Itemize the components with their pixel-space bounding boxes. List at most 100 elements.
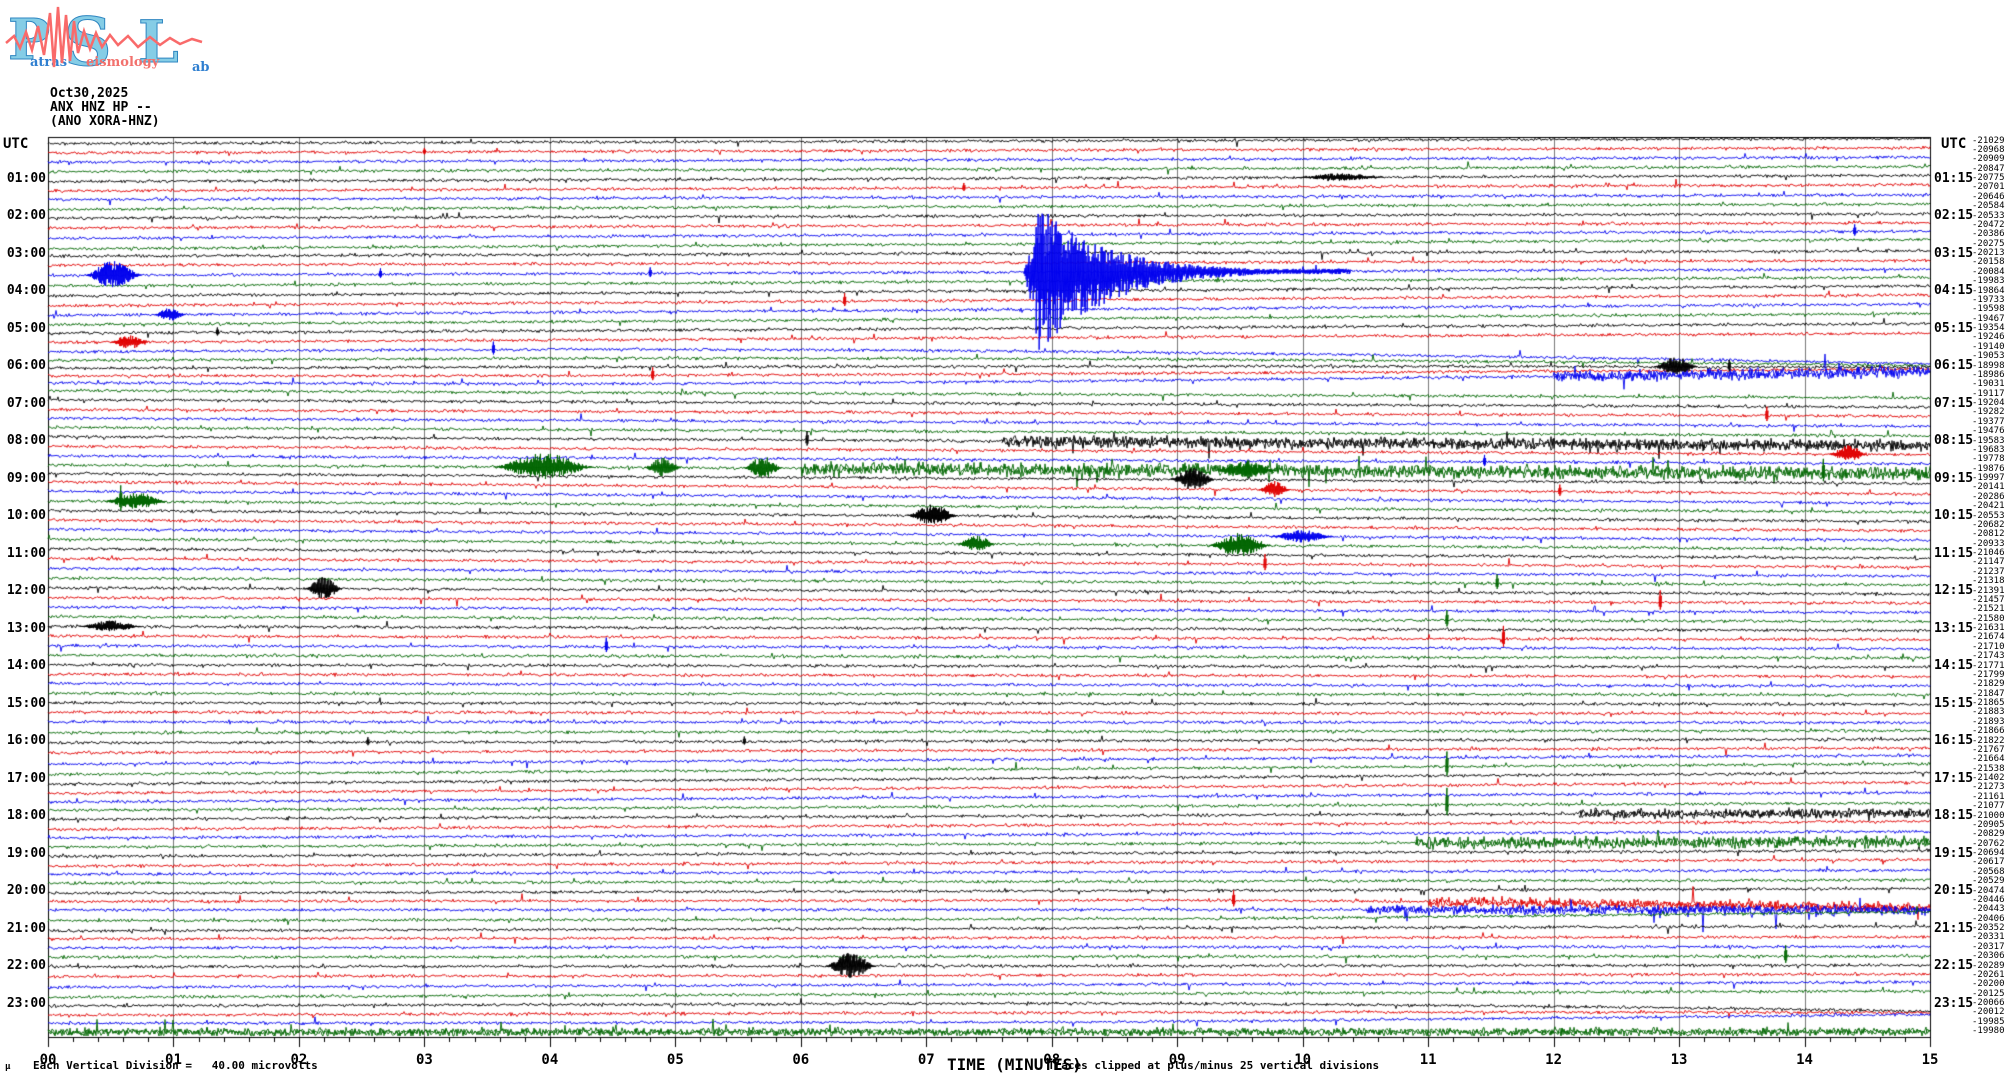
trace-offset-value: -21521 xyxy=(1972,604,2005,615)
trace-offset-value: -20553 xyxy=(1972,510,2005,521)
x-tick-label: 03 xyxy=(415,1052,433,1068)
hour-label-left: 12:00 xyxy=(6,583,46,598)
hour-label-left: 20:00 xyxy=(6,883,46,898)
hour-label-left: 18:00 xyxy=(6,808,46,823)
trace-offset-value: -19031 xyxy=(1972,379,2005,390)
trace-offset-value: -20421 xyxy=(1972,501,2005,512)
trace-offset-value: -20286 xyxy=(1972,491,2005,502)
trace-offset-value: -19683 xyxy=(1972,444,2005,455)
trace-offset-value: -21866 xyxy=(1972,726,2005,737)
x-tick-label: 01 xyxy=(165,1052,182,1068)
trace-offset-value: -20968 xyxy=(1972,144,2005,155)
logo-word-ab: ab xyxy=(192,60,210,75)
trace-offset-value: -21580 xyxy=(1972,613,2005,624)
hour-label-left: 13:00 xyxy=(6,620,46,636)
clip-note: Traces clipped at plus/minus 25 vertical… xyxy=(1048,1059,1380,1072)
hour-label-left: 01:00 xyxy=(6,170,46,186)
hour-label-left: 23:00 xyxy=(6,995,46,1011)
trace-offset-value: -21710 xyxy=(1972,641,2005,652)
hour-label-right: 22:15 xyxy=(1934,958,1974,973)
trace-offset-value: -20847 xyxy=(1972,163,2005,174)
trace-offset-value: -20141 xyxy=(1972,482,2005,493)
trace-offset-value: -21457 xyxy=(1972,594,2005,605)
hour-label-left: 03:00 xyxy=(6,245,46,261)
hour-label-right: 01:15 xyxy=(1934,170,1974,186)
trace-offset-value: -21147 xyxy=(1972,557,2005,568)
trace-offset-value: -20701 xyxy=(1972,182,2005,193)
hour-label-right: 08:15 xyxy=(1934,433,1974,448)
x-tick-label: 15 xyxy=(1921,1052,1939,1068)
hour-label-left: 16:00 xyxy=(6,733,46,748)
hour-label-left: 21:00 xyxy=(6,920,46,936)
trace-offset-value: -20694 xyxy=(1972,848,2005,858)
trace-offset-value: -20317 xyxy=(1972,941,2005,952)
trace-offset-value: -20084 xyxy=(1972,266,2005,277)
trace-offset-value: -20529 xyxy=(1972,876,2005,887)
trace-offset-value: -20200 xyxy=(1972,979,2005,990)
trace-offset-value: -20568 xyxy=(1972,866,2005,877)
hour-label-left: 06:00 xyxy=(6,358,46,373)
trace-offset-value: -19282 xyxy=(1972,407,2005,418)
trace-offset-value: -20905 xyxy=(1972,819,2005,830)
hour-label-right: 11:15 xyxy=(1934,545,1974,561)
trace-offset-value: -19467 xyxy=(1972,313,2005,324)
trace-offset-value: -19985 xyxy=(1972,1016,2005,1027)
trace-offset-value: -20762 xyxy=(1972,838,2005,849)
hour-label-left: 09:00 xyxy=(6,470,46,486)
trace-offset-value: -18998 xyxy=(1972,360,2005,371)
x-tick-label: 00 xyxy=(39,1052,57,1068)
trace-offset-value: -20289 xyxy=(1972,960,2005,971)
hour-label-right: 18:15 xyxy=(1934,808,1974,823)
trace-offset-value: -19377 xyxy=(1972,416,2005,427)
trace-offset-value: -21000 xyxy=(1972,810,2005,821)
trace-offset-value: -20012 xyxy=(1972,1007,2005,1018)
trace-offset-value: -20275 xyxy=(1972,238,2005,249)
trace-offset-value: -20646 xyxy=(1972,191,2005,202)
trace-offset-value: -19053 xyxy=(1972,351,2005,362)
trace-offset-value: -21822 xyxy=(1972,735,2005,746)
hour-label-left: 10:00 xyxy=(6,508,46,523)
mu-glyph: µ xyxy=(5,1062,11,1072)
trace-offset-value: -20158 xyxy=(1972,257,2005,268)
trace-offset-value: -21664 xyxy=(1972,754,2005,765)
hour-label-left: 02:00 xyxy=(6,208,46,223)
trace-offset-value: -20306 xyxy=(1972,951,2005,962)
trace-offset-value: -19733 xyxy=(1972,294,2005,305)
trace-offset-value: -21631 xyxy=(1972,623,2005,633)
hour-label-right: 10:15 xyxy=(1934,508,1974,523)
trace-offset-value: -19140 xyxy=(1972,341,2005,352)
trace-offset-value: -20443 xyxy=(1972,904,2005,915)
trace-offset-value: -21402 xyxy=(1972,773,2005,783)
trace-offset-value: -20474 xyxy=(1972,885,2005,896)
hour-label-left: 17:00 xyxy=(6,770,46,786)
trace-offset-value: -20682 xyxy=(1972,519,2005,530)
trace-offset-value: -20584 xyxy=(1972,201,2005,212)
x-tick-label: 09 xyxy=(1168,1052,1186,1068)
x-axis-title: TIME (MINUTES) xyxy=(947,1055,1082,1074)
hour-label-right: 04:15 xyxy=(1934,283,1974,298)
trace-offset-value: -20829 xyxy=(1972,829,2005,840)
trace-offset-value: -21883 xyxy=(1972,707,2005,718)
header-station-alt: (ANO XORA-HNZ) xyxy=(50,114,160,129)
trace-offset-value: -20331 xyxy=(1972,932,2005,943)
trace-offset-value: -20909 xyxy=(1972,154,2005,165)
trace-offset-value: -19476 xyxy=(1972,426,2005,437)
trace-offset-value: -21829 xyxy=(1972,679,2005,690)
trace-offset-value: -21767 xyxy=(1972,744,2005,755)
trace-offset-value: -21029 xyxy=(1972,135,2005,146)
trace-offset-value: -21865 xyxy=(1972,698,2005,708)
hour-label-right: 05:15 xyxy=(1934,320,1974,336)
hour-label-left: 08:00 xyxy=(6,433,46,448)
trace-offset-value: -21538 xyxy=(1972,763,2005,774)
logo-word-atras: atras xyxy=(30,55,67,70)
trace-offset-value: -20617 xyxy=(1972,857,2005,868)
trace-offset-value: -20812 xyxy=(1972,529,2005,540)
trace-offset-value: -21237 xyxy=(1972,566,2005,577)
trace-offset-value: -21318 xyxy=(1972,576,2005,587)
trace-offset-value: -21391 xyxy=(1972,585,2005,596)
x-tick-label: 04 xyxy=(541,1052,559,1068)
x-tick-label: 10 xyxy=(1294,1052,1312,1068)
x-tick-label: 12 xyxy=(1545,1052,1563,1068)
trace-offset-value: -19246 xyxy=(1972,332,2005,343)
